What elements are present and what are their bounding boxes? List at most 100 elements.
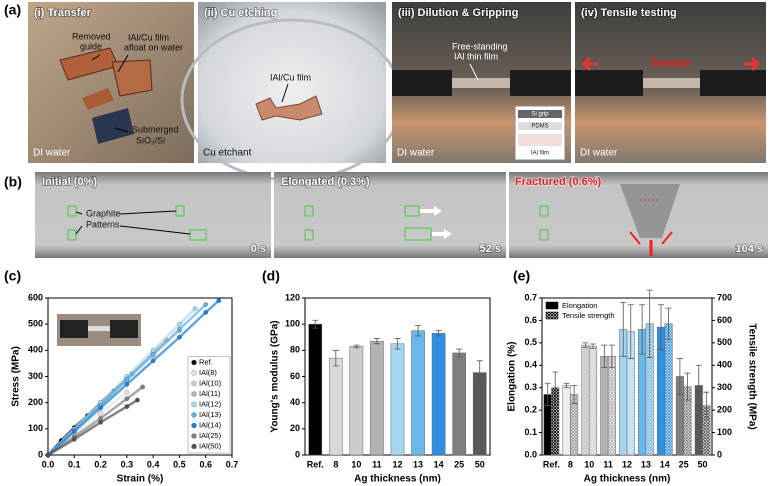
series-line — [47, 299, 220, 456]
bar — [431, 333, 446, 456]
y-tick-label: 600 — [28, 292, 43, 302]
error-bar — [312, 319, 319, 329]
x-tick-label: 11 — [603, 459, 613, 469]
note: IAl film — [531, 151, 549, 157]
y-tick-label: 400 — [28, 345, 43, 355]
legend-marker — [191, 380, 197, 387]
y-axis-label: Elongation (%) — [507, 342, 518, 412]
error-bar — [665, 307, 672, 340]
y-tick-label: 100 — [285, 319, 300, 329]
note: Cu etchant — [203, 148, 252, 159]
y-tick-label: 0 — [38, 449, 43, 459]
note: 52 s — [480, 243, 501, 255]
x-tick-label: 12 — [622, 459, 632, 469]
x-tick-label: 0.4 — [147, 459, 160, 469]
bar — [588, 345, 598, 456]
y-axis-label: Young's modulus (GPa) — [270, 320, 281, 432]
x-tick-label: 0.1 — [68, 459, 81, 469]
legend-label: IAl(12) — [199, 399, 222, 408]
error-bar — [601, 344, 608, 368]
y2-tick-label: 0 — [717, 449, 722, 459]
y2-tick-label: 300 — [717, 382, 732, 392]
y-tick-label: 0.1 — [524, 427, 537, 437]
point — [203, 302, 209, 307]
error-bar — [394, 338, 401, 350]
x-tick-label: 12 — [392, 459, 402, 469]
point — [150, 351, 156, 357]
photo — [274, 172, 506, 258]
y-tick-label: 120 — [285, 292, 300, 302]
panel-label: (a) — [4, 2, 21, 18]
error-bar — [415, 325, 422, 337]
y-tick-label: 40 — [290, 397, 300, 407]
legend-label: IAl(25) — [199, 431, 222, 440]
x-tick-label: 10 — [351, 459, 361, 469]
error-bar — [658, 304, 664, 350]
error-bar — [703, 391, 710, 420]
bar — [562, 385, 571, 456]
legend-label: Ref. — [199, 357, 213, 366]
note: Patterns — [86, 219, 120, 229]
x-tick-label: 8 — [568, 459, 573, 469]
error-bar — [582, 342, 589, 348]
legend-label: Tensile strength — [562, 311, 615, 320]
y-tick-label: 0.3 — [524, 382, 537, 392]
error-bar — [435, 330, 442, 337]
point — [98, 410, 103, 416]
note: Tensile — [650, 56, 691, 70]
photo-title: (i) Transfer — [34, 7, 92, 19]
legend-marker — [191, 401, 197, 408]
y-tick-label: 300 — [28, 371, 43, 381]
point — [98, 405, 103, 411]
x-tick-label: 13 — [413, 459, 423, 469]
bar — [349, 346, 364, 456]
y-tick-label: 0.7 — [524, 292, 537, 302]
bar — [472, 372, 487, 456]
point — [124, 404, 130, 409]
photo — [509, 172, 768, 258]
point — [45, 452, 51, 458]
legend-label: IAl(11) — [199, 389, 221, 398]
legend-label: Elongation — [562, 301, 597, 310]
note: DI water — [397, 148, 435, 159]
point — [177, 327, 182, 332]
point — [98, 416, 103, 421]
legend-marker — [191, 391, 197, 397]
point — [216, 298, 222, 303]
error-bar — [676, 358, 683, 395]
note: Free-standing — [452, 41, 508, 51]
point — [192, 306, 198, 311]
note: Graphite — [86, 208, 121, 218]
y-axis-label: Stress (MPa) — [11, 346, 22, 407]
error-bar — [456, 348, 463, 358]
error-bar — [695, 364, 702, 407]
note: PDMS — [531, 124, 548, 130]
point — [98, 419, 103, 425]
error-bar — [332, 349, 339, 367]
x-tick-label: 0.0 — [42, 459, 55, 469]
legend-label: IAl(14) — [199, 420, 222, 429]
series-line — [47, 398, 139, 457]
y2-tick-label: 700 — [717, 292, 732, 302]
photo-title: Fractured (0.6%) — [515, 176, 602, 188]
y2-tick-label: 500 — [717, 337, 732, 347]
x-tick-label: 0.2 — [94, 459, 107, 469]
y-tick-label: 0.4 — [524, 360, 537, 370]
y-tick-label: 60 — [290, 371, 300, 381]
legend-marker — [191, 412, 197, 418]
panel-label: (c) — [4, 268, 21, 284]
point — [124, 389, 130, 395]
error-bar — [353, 344, 360, 349]
x-tick-label: Ref. — [543, 459, 560, 469]
bar — [581, 344, 590, 456]
bar — [452, 352, 466, 456]
x-tick-label: 0.3 — [121, 459, 134, 469]
photo-title: Elongated (0.3%) — [281, 176, 370, 188]
x-axis-label: Ag thickness (nm) — [354, 474, 441, 485]
note: SiO₂/Si — [136, 135, 165, 145]
x-tick-label: 25 — [679, 459, 689, 469]
y-tick-label: 200 — [28, 397, 43, 407]
bar — [308, 323, 323, 456]
legend-label: IAl(10) — [199, 378, 222, 387]
